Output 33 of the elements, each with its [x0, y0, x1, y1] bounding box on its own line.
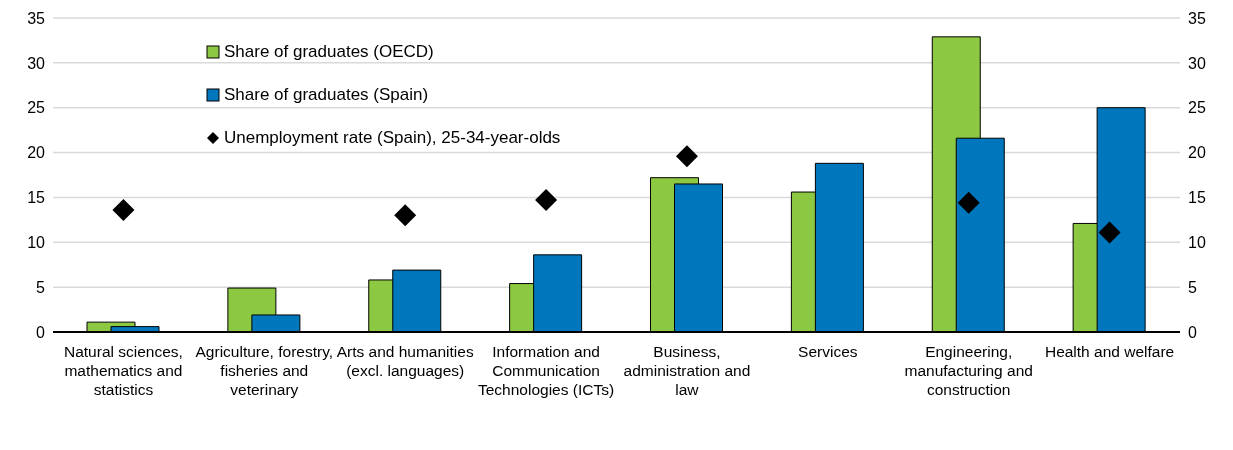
y-tick-label: 25	[27, 99, 46, 117]
legend-label: Share of graduates (Spain)	[224, 84, 429, 105]
y-tick-label: 5	[36, 278, 46, 296]
y2-tick-label: 20	[1188, 144, 1206, 162]
y-tick-label: 10	[27, 233, 46, 251]
point	[1098, 221, 1121, 244]
y2-tick-label: 10	[1188, 233, 1206, 251]
point	[394, 204, 417, 227]
y-tick-label: 0	[36, 323, 46, 341]
y2-tick-label: 5	[1188, 278, 1197, 296]
y2-tick-label: 25	[1188, 99, 1206, 117]
x-tick-label: Services	[798, 343, 858, 361]
x-tick-label: Natural sciences, mathematics and statistics	[63, 343, 183, 399]
y2-tick-label: 30	[1188, 54, 1206, 72]
y-tick-label: 15	[27, 189, 46, 207]
y-tick-label: 20	[27, 144, 46, 162]
x-tick-label: Business, administration and law	[623, 343, 751, 399]
x-tick-label: Health and welfare	[1044, 343, 1175, 361]
point	[957, 191, 980, 214]
y-tick-label: 30	[27, 54, 46, 72]
x-tick-label: Arts and humanities (excl. languages)	[336, 343, 474, 380]
y2-tick-label: 15	[1188, 189, 1206, 207]
point	[535, 189, 558, 212]
y-tick-label: 35	[27, 9, 46, 27]
y2-tick-label: 0	[1188, 323, 1197, 341]
point	[112, 198, 135, 221]
legend-label: Share of graduates (OECD)	[224, 41, 434, 62]
x-tick-label: Engineering, manufacturing and construction	[904, 343, 1033, 399]
y2-tick-label: 35	[1188, 9, 1206, 27]
legend-label: Unemployment rate (Spain), 25-34-year-olds	[224, 127, 561, 148]
x-tick-label: Agriculture, forestry, fisheries and veterinary	[195, 343, 334, 399]
x-tick-label: Information and Communication Technologies (ICTs)	[478, 343, 615, 399]
point	[675, 145, 698, 168]
